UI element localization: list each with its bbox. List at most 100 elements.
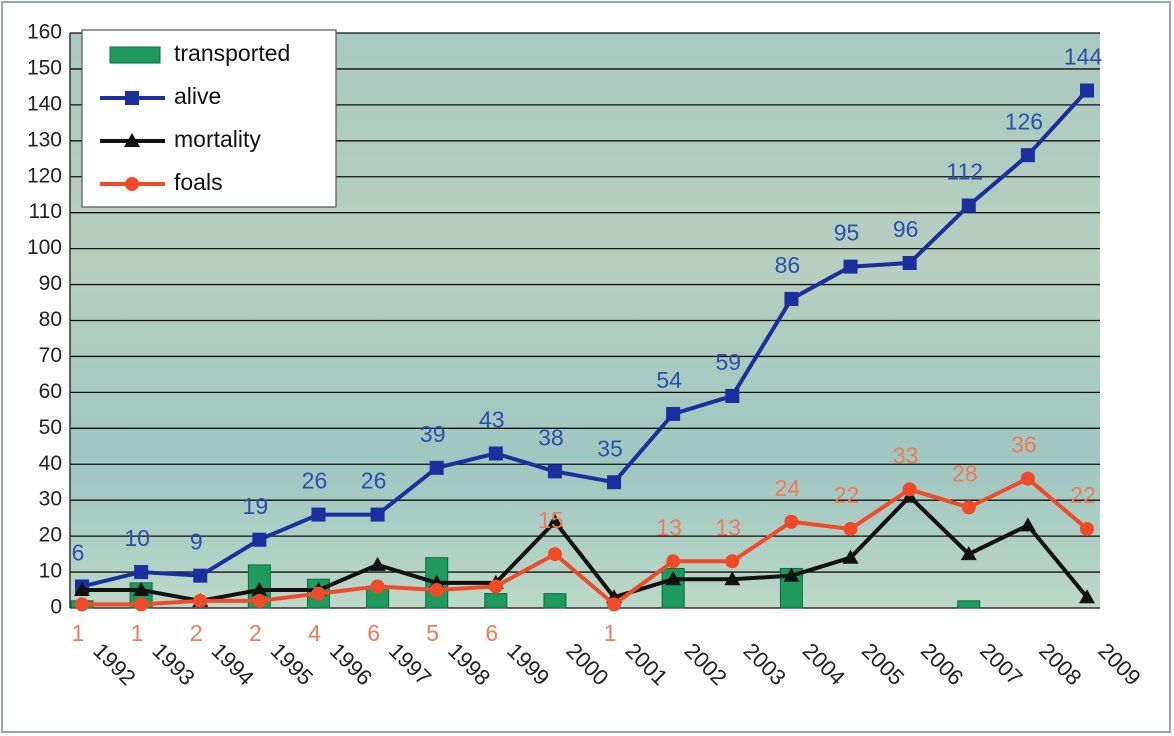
marker: [724, 571, 741, 586]
data-label: 2: [190, 620, 203, 646]
data-label: 5: [426, 620, 439, 646]
marker: [74, 582, 90, 597]
data-label: 54: [656, 367, 682, 393]
legend-label: transported: [174, 40, 290, 66]
legend-label: mortality: [174, 126, 261, 152]
marker: [1080, 83, 1094, 98]
legend-marker: [124, 133, 140, 147]
bar: [543, 593, 567, 609]
data-label: 96: [893, 216, 919, 242]
marker: [784, 291, 799, 306]
data-label: 33: [893, 442, 919, 468]
line: [81, 89, 1089, 589]
marker: [311, 586, 326, 601]
marker: [133, 582, 150, 597]
marker: [607, 475, 622, 490]
data-label: 22: [834, 482, 860, 508]
y-tick-label: 150: [27, 56, 62, 79]
data-label: 112: [946, 159, 983, 185]
y-tick-label: 60: [39, 380, 62, 403]
data-label: 10: [124, 525, 150, 551]
data-label: 6: [367, 620, 380, 646]
marker: [725, 388, 740, 403]
y-tick-label: 50: [39, 416, 62, 439]
marker: [252, 532, 267, 547]
marker: [843, 259, 858, 274]
marker: [1020, 471, 1035, 486]
marker: [961, 500, 976, 515]
y-tick-label: 100: [27, 236, 62, 259]
data-label: 1: [131, 620, 144, 646]
legend-marker: [125, 91, 139, 105]
data-label: 22: [1070, 482, 1096, 508]
line: [82, 494, 1089, 603]
legend-label: foals: [174, 169, 223, 195]
data-label: 86: [775, 252, 801, 278]
data-label: 13: [656, 514, 682, 540]
marker: [902, 482, 917, 497]
marker: [961, 198, 976, 213]
data-label: 24: [775, 475, 801, 501]
y-tick-label: 40: [39, 452, 62, 475]
data-label: 19: [243, 493, 269, 519]
y-tick-label: 140: [27, 92, 62, 115]
data-label: 9: [190, 529, 203, 555]
data-label: 28: [952, 460, 978, 486]
data-label: 13: [715, 514, 741, 540]
bar: [484, 593, 508, 609]
y-tick-label: 30: [39, 488, 62, 511]
y-tick-label: 90: [39, 272, 62, 295]
marker: [252, 593, 267, 608]
y-tick-label: 0: [50, 596, 62, 619]
data-label: 1: [72, 620, 85, 646]
marker: [960, 546, 977, 561]
legend-marker: [125, 177, 139, 191]
y-tick-label: 10: [39, 560, 62, 583]
data-label: 36: [1011, 432, 1037, 458]
legend-swatch: [109, 46, 161, 64]
marker: [843, 521, 858, 536]
data-label: 6: [485, 620, 498, 646]
marker: [134, 597, 149, 612]
data-label: 35: [597, 435, 623, 461]
marker: [546, 513, 563, 528]
marker: [370, 507, 385, 522]
data-label: 39: [420, 421, 446, 447]
marker: [1079, 589, 1095, 604]
marker: [429, 460, 444, 475]
marker: [783, 567, 800, 582]
marker: [488, 579, 503, 594]
y-tick-label: 70: [39, 344, 62, 367]
y-tick-label: 120: [27, 164, 62, 187]
data-label: 1: [604, 620, 617, 646]
legend-label: alive: [174, 83, 221, 109]
marker: [902, 256, 917, 270]
marker: [369, 556, 386, 571]
marker: [193, 568, 208, 583]
data-label: 43: [479, 407, 505, 433]
marker: [311, 507, 326, 522]
data-label: 59: [715, 349, 741, 375]
marker: [134, 565, 149, 580]
legend: transported alive mortality foals: [81, 29, 337, 208]
data-label: 26: [361, 468, 387, 494]
marker: [251, 582, 268, 597]
marker: [370, 579, 385, 594]
bar: [957, 600, 981, 609]
data-label: 26: [302, 468, 328, 494]
marker: [429, 583, 444, 598]
marker: [607, 597, 622, 612]
data-label: 95: [834, 220, 860, 246]
marker: [665, 571, 682, 586]
marker: [784, 514, 799, 529]
marker: [725, 554, 740, 569]
data-label: 126: [1005, 108, 1043, 134]
line: [82, 476, 1089, 607]
data-label: 6: [72, 540, 85, 566]
y-tick-label: 20: [39, 524, 62, 547]
y-tick-label: 160: [27, 21, 62, 44]
marker: [193, 593, 208, 608]
marker: [547, 464, 562, 479]
marker: [842, 549, 859, 564]
